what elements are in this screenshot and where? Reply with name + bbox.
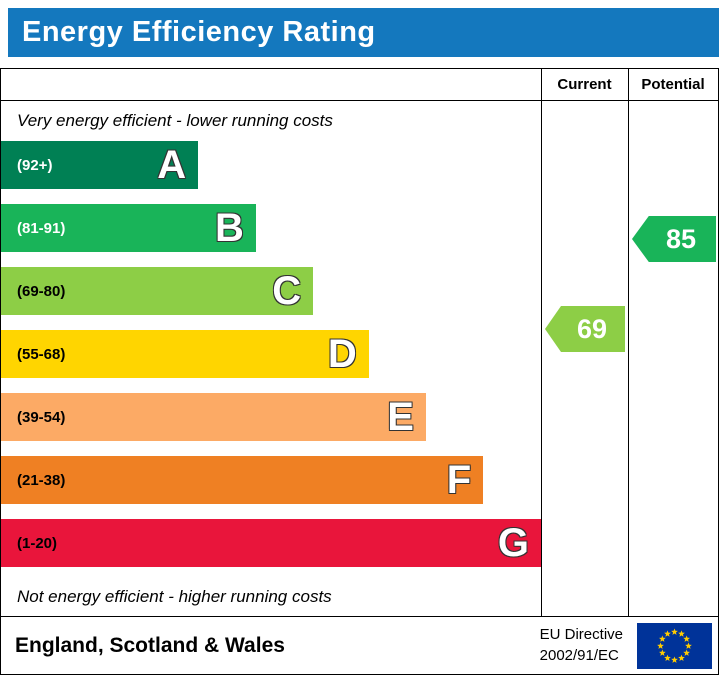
eu-directive-line1: EU Directive [539, 626, 623, 644]
band-c-range: (69-80) [17, 282, 66, 300]
eu-flag-icon [637, 622, 712, 669]
band-e-letter: E [387, 395, 414, 439]
band-c: (69-80) C [1, 267, 314, 315]
band-a-range: (92+) [17, 156, 53, 174]
band-f-range: (21-38) [17, 471, 66, 489]
band-g: (1-20) G [1, 519, 541, 567]
band-e-range: (39-54) [17, 408, 66, 426]
footer: England, Scotland & Wales EU Directive 2… [0, 616, 719, 675]
band-d-letter: D [327, 332, 357, 376]
current-value: 69 [576, 313, 608, 344]
band-b-letter: B [214, 206, 244, 250]
potential-column-header: Potential [641, 76, 705, 93]
band-list: (92+) A (81-91) B (69-80) C (55-68) D (3… [1, 141, 541, 582]
band-a: (92+) A [1, 141, 199, 189]
band-g-range: (1-20) [17, 534, 58, 552]
potential-value: 85 [665, 223, 697, 254]
page-title: Energy Efficiency Rating [22, 16, 376, 48]
band-d-range: (55-68) [17, 345, 66, 363]
band-f: (21-38) F [1, 456, 484, 504]
eu-directive-label: EU Directive 2002/91/EC [540, 625, 623, 666]
region-label: England, Scotland & Wales [15, 633, 285, 657]
eu-directive-line2: 2002/91/EC [539, 646, 619, 664]
title-banner: Energy Efficiency Rating [8, 8, 719, 57]
band-a-letter: A [157, 143, 187, 187]
current-indicator: 69 [545, 306, 625, 352]
band-c-letter: C [272, 269, 302, 313]
band-e: (39-54) E [1, 393, 426, 441]
potential-column-divider [628, 69, 629, 616]
band-f-letter: F [446, 458, 472, 502]
band-b-range: (81-91) [17, 219, 66, 237]
current-column-divider [541, 69, 542, 616]
column-header-row [1, 69, 718, 101]
band-b: (81-91) B [1, 204, 256, 252]
potential-indicator: 85 [632, 216, 716, 262]
band-g-letter: G [497, 521, 529, 565]
bottom-note: Not energy efficient - higher running co… [17, 587, 332, 606]
chart-box: Current Potential Very energy efficient … [0, 68, 719, 617]
top-note: Very energy efficient - lower running co… [17, 111, 333, 130]
current-column-header: Current [557, 76, 612, 93]
band-d: (55-68) D [1, 330, 369, 378]
